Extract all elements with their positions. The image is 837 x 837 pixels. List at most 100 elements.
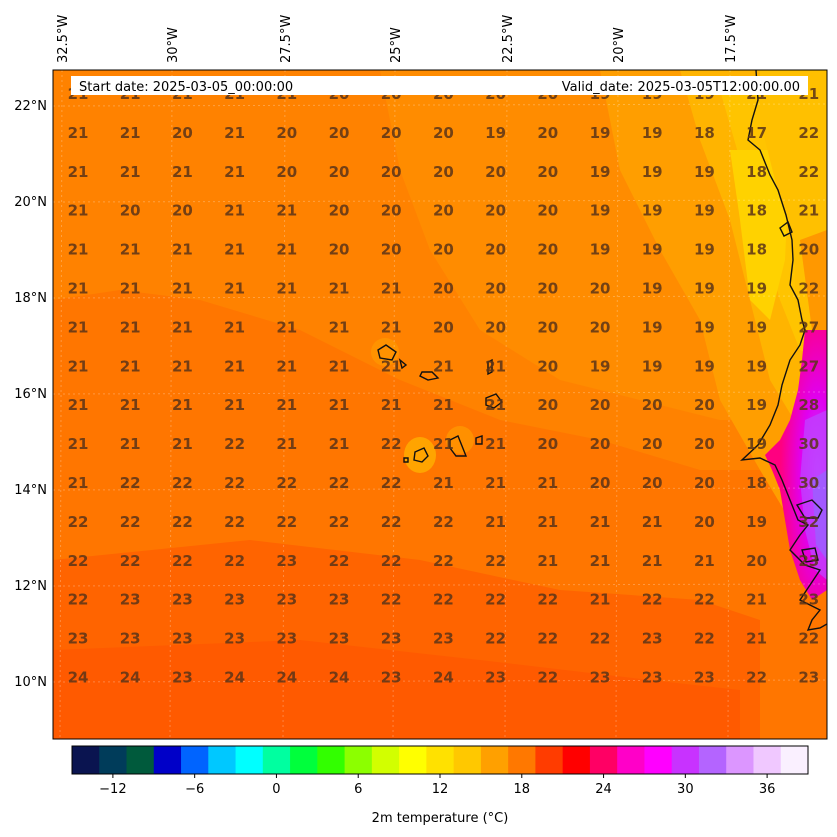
colorbar-cell bbox=[508, 746, 523, 774]
grid-value: 21 bbox=[694, 552, 715, 570]
grid-value: 22 bbox=[694, 591, 715, 609]
colorbar-cell bbox=[385, 746, 400, 774]
colorbar-cell bbox=[644, 746, 659, 774]
grid-value: 23 bbox=[224, 591, 245, 609]
grid-value: 22 bbox=[433, 513, 454, 531]
grid-value: 20 bbox=[798, 241, 819, 259]
colorbar-cell bbox=[249, 746, 264, 774]
grid-value: 23 bbox=[590, 669, 611, 687]
grid-value: 21 bbox=[590, 591, 611, 609]
grid-value: 20 bbox=[276, 124, 297, 142]
grid-value: 20 bbox=[120, 202, 141, 220]
lon-label-17-5w: 17.5°W bbox=[724, 15, 739, 63]
grid-value: 18 bbox=[746, 241, 767, 259]
colorbar-cell bbox=[726, 746, 741, 774]
colorbar-cell bbox=[126, 746, 141, 774]
grid-value: 20 bbox=[537, 396, 558, 414]
longitude-labels: 32.5°W 30°W 27.5°W 25°W 22.5°W 20°W 17.5… bbox=[56, 15, 739, 63]
lat-label-22n: 22°N bbox=[14, 99, 47, 114]
grid-value: 20 bbox=[537, 318, 558, 336]
grid-value: 23 bbox=[172, 630, 193, 648]
grid-value: 22 bbox=[224, 513, 245, 531]
colorbar-cell bbox=[494, 746, 509, 774]
grid-value: 19 bbox=[485, 124, 506, 142]
colorbar-tick-label: 30 bbox=[677, 782, 694, 797]
colorbar-cell bbox=[358, 746, 373, 774]
grid-value: 20 bbox=[433, 124, 454, 142]
grid-value: 30 bbox=[798, 435, 819, 453]
grid-value: 19 bbox=[746, 318, 767, 336]
grid-value: 19 bbox=[590, 163, 611, 181]
grid-value: 19 bbox=[694, 202, 715, 220]
colorbar-cell bbox=[521, 746, 537, 774]
grid-value: 23 bbox=[276, 591, 297, 609]
grid-value: 20 bbox=[276, 163, 297, 181]
grid-value: 18 bbox=[746, 474, 767, 492]
grid-value: 22 bbox=[537, 591, 558, 609]
grid-value: 19 bbox=[746, 513, 767, 531]
grid-value: 20 bbox=[537, 202, 558, 220]
grid-value: 22 bbox=[381, 552, 402, 570]
grid-value: 21 bbox=[537, 474, 558, 492]
colorbar-cell bbox=[194, 746, 209, 774]
grid-value: 22 bbox=[276, 513, 297, 531]
grid-value: 21 bbox=[798, 202, 819, 220]
colorbar-cell bbox=[767, 746, 782, 774]
grid-value: 21 bbox=[172, 280, 193, 298]
grid-value: 21 bbox=[120, 318, 141, 336]
grid-value: 27 bbox=[798, 318, 819, 336]
grid-value: 19 bbox=[746, 280, 767, 298]
grid-value: 21 bbox=[224, 163, 245, 181]
grid-value: 21 bbox=[172, 357, 193, 375]
grid-value: 21 bbox=[120, 357, 141, 375]
grid-value: 20 bbox=[694, 435, 715, 453]
grid-value: 20 bbox=[381, 202, 402, 220]
grid-value: 22 bbox=[224, 474, 245, 492]
grid-value: 18 bbox=[746, 202, 767, 220]
grid-value: 23 bbox=[642, 630, 663, 648]
grid-value: 21 bbox=[224, 318, 245, 336]
grid-value: 23 bbox=[381, 669, 402, 687]
grid-value: 21 bbox=[120, 435, 141, 453]
grid-value: 22 bbox=[329, 474, 350, 492]
grid-value: 21 bbox=[276, 202, 297, 220]
grid-value: 20 bbox=[590, 318, 611, 336]
grid-value: 22 bbox=[120, 513, 141, 531]
grid-value: 19 bbox=[694, 318, 715, 336]
grid-value: 19 bbox=[746, 396, 767, 414]
grid-value: 19 bbox=[642, 163, 663, 181]
grid-value: 21 bbox=[120, 396, 141, 414]
grid-value: 19 bbox=[694, 163, 715, 181]
grid-value: 20 bbox=[433, 163, 454, 181]
grid-value: 22 bbox=[172, 474, 193, 492]
grid-value: 20 bbox=[537, 163, 558, 181]
grid-value: 20 bbox=[642, 435, 663, 453]
colorbar-cell bbox=[167, 746, 182, 774]
colorbar-cell bbox=[262, 746, 278, 774]
temperature-grid-values: 21 21 21 21 21 20 20 20 20 20 19 19 19 21 21 21 21 20 21 20… bbox=[68, 85, 820, 687]
grid-value: 24 bbox=[224, 669, 245, 687]
grid-value: 21 bbox=[68, 280, 89, 298]
grid-value: 22 bbox=[746, 669, 767, 687]
colorbar-tick-label: 18 bbox=[514, 782, 531, 797]
lat-label-16n: 16°N bbox=[14, 387, 47, 402]
grid-value: 24 bbox=[68, 669, 89, 687]
colorbar-cell bbox=[330, 746, 346, 774]
grid-value: 20 bbox=[329, 241, 350, 259]
grid-value: 19 bbox=[694, 241, 715, 259]
grid-value: 20 bbox=[485, 280, 506, 298]
grid-value: 21 bbox=[68, 396, 89, 414]
grid-value: 20 bbox=[485, 202, 506, 220]
grid-value: 22 bbox=[798, 280, 819, 298]
colorbar-cell bbox=[303, 746, 318, 774]
colorbar-cell bbox=[208, 746, 223, 774]
grid-value: 21 bbox=[590, 513, 611, 531]
grid-value: 21 bbox=[537, 513, 558, 531]
grid-value: 20 bbox=[694, 396, 715, 414]
grid-value: 21 bbox=[276, 241, 297, 259]
grid-value: 21 bbox=[224, 280, 245, 298]
grid-value: 24 bbox=[433, 669, 454, 687]
grid-value: 21 bbox=[485, 396, 506, 414]
grid-value: 21 bbox=[172, 318, 193, 336]
